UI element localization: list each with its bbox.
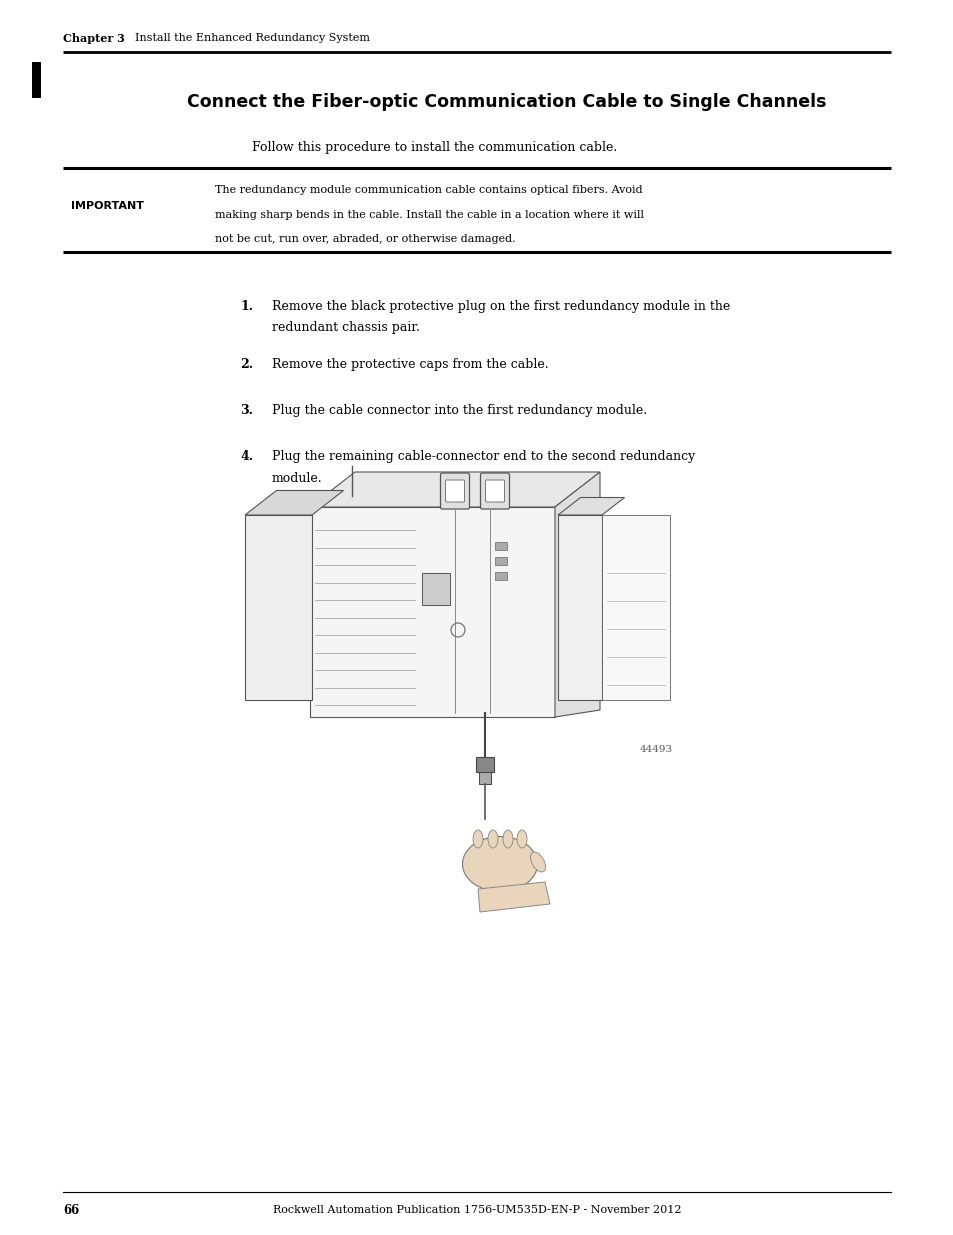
Text: not be cut, run over, abraded, or otherwise damaged.: not be cut, run over, abraded, or otherw… (214, 233, 515, 245)
Ellipse shape (530, 852, 545, 872)
Bar (421, 573, 450, 605)
Text: The redundancy module communication cable contains optical fibers. Avoid: The redundancy module communication cabl… (214, 185, 642, 195)
Polygon shape (555, 472, 599, 718)
Text: Chapter 3: Chapter 3 (63, 32, 125, 43)
Text: Plug the cable connector into the first redundancy module.: Plug the cable connector into the first … (272, 404, 646, 417)
FancyBboxPatch shape (485, 480, 504, 501)
Text: IMPORTANT: IMPORTANT (71, 201, 144, 211)
Text: Follow this procedure to install the communication cable.: Follow this procedure to install the com… (252, 142, 617, 154)
Text: Remove the protective caps from the cable.: Remove the protective caps from the cabl… (272, 358, 548, 370)
Bar (476, 757, 494, 772)
Polygon shape (558, 498, 624, 515)
Text: Connect the Fiber-optic Communication Cable to Single Channels: Connect the Fiber-optic Communication Ca… (187, 93, 826, 111)
Text: making sharp bends in the cable. Install the cable in a location where it will: making sharp bends in the cable. Install… (214, 210, 643, 220)
Polygon shape (310, 508, 555, 718)
Text: Plug the remaining cable-connector end to the second redundancy: Plug the remaining cable-connector end t… (272, 450, 695, 463)
Ellipse shape (488, 830, 497, 848)
Text: module.: module. (272, 472, 322, 484)
Polygon shape (245, 515, 312, 700)
Bar (495, 572, 506, 580)
Text: 1.: 1. (240, 300, 253, 312)
Text: Remove the black protective plug on the first redundancy module in the: Remove the black protective plug on the … (272, 300, 729, 312)
FancyBboxPatch shape (440, 473, 469, 509)
Text: Rockwell Automation Publication 1756-UM535D-EN-P - November 2012: Rockwell Automation Publication 1756-UM5… (273, 1205, 680, 1215)
FancyBboxPatch shape (480, 473, 509, 509)
Text: 66: 66 (63, 1203, 79, 1216)
Text: 2.: 2. (240, 358, 253, 370)
Polygon shape (310, 472, 599, 508)
Text: Install the Enhanced Redundancy System: Install the Enhanced Redundancy System (135, 33, 370, 43)
Text: 44493: 44493 (639, 746, 673, 755)
Bar (495, 542, 506, 550)
Polygon shape (245, 490, 343, 515)
Text: 4.: 4. (240, 450, 253, 463)
Bar (495, 557, 506, 564)
Polygon shape (558, 515, 601, 700)
Polygon shape (601, 515, 669, 700)
Ellipse shape (517, 830, 526, 848)
Bar (32, 62, 41, 98)
Bar (478, 772, 491, 784)
Text: 3.: 3. (240, 404, 253, 417)
Text: redundant chassis pair.: redundant chassis pair. (272, 321, 419, 335)
Polygon shape (477, 882, 550, 911)
Ellipse shape (462, 836, 537, 892)
FancyBboxPatch shape (445, 480, 464, 501)
Ellipse shape (473, 830, 482, 848)
Ellipse shape (502, 830, 513, 848)
